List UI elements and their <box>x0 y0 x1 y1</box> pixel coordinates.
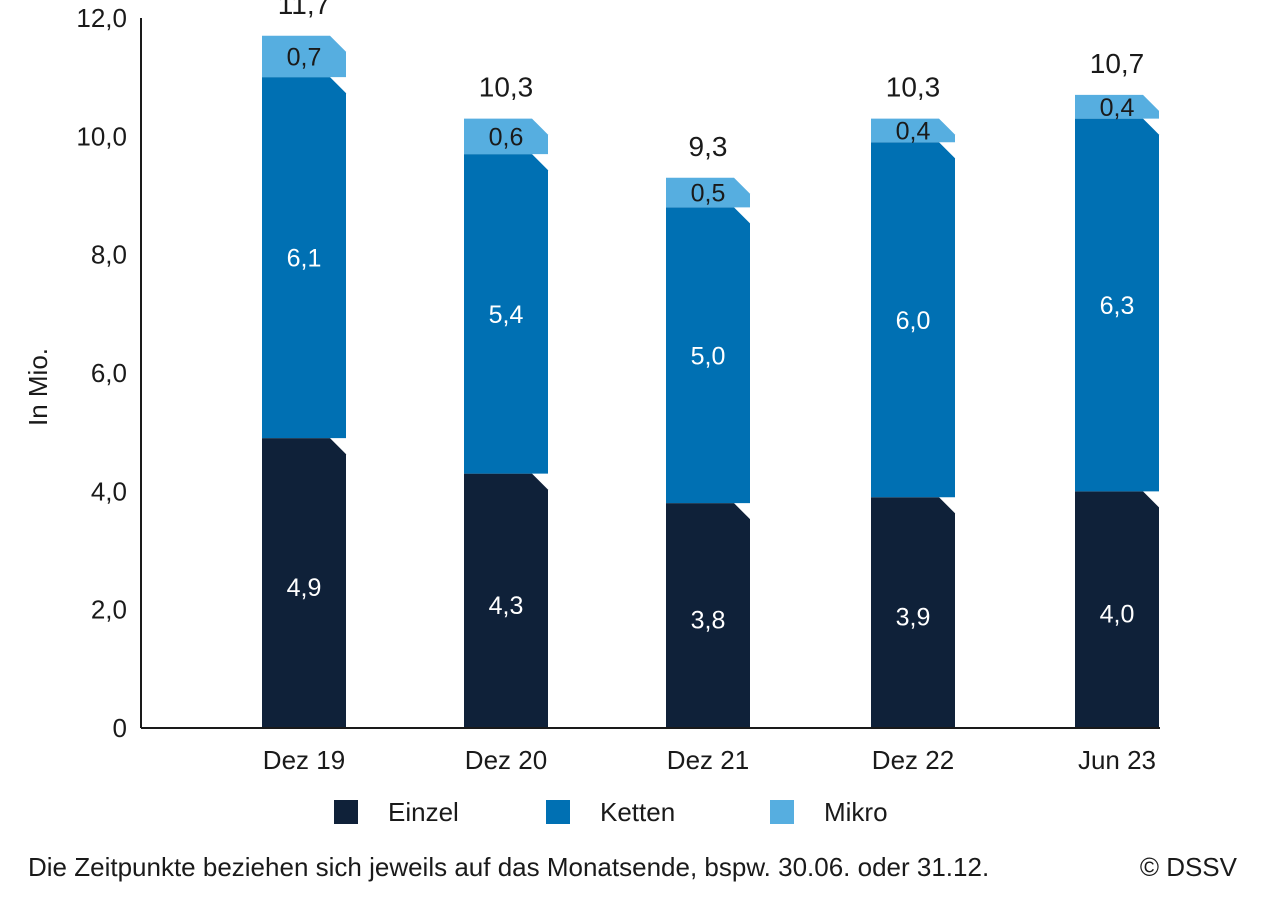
data-label: 6,3 <box>1100 292 1135 320</box>
legend-swatch-mikro <box>770 800 794 824</box>
total-label: 9,3 <box>689 131 728 162</box>
bar-stack: 4,9 6,1 0,7 11,7 <box>262 0 346 728</box>
bars: 4,96,10,711,74,35,40,610,33,85,00,59,33,… <box>262 0 1159 728</box>
bar-segment-einzel <box>464 473 548 728</box>
bar-stack: 4,3 5,4 0,6 10,3 <box>464 72 548 728</box>
total-label: 10,3 <box>479 72 534 103</box>
x-tick-label: Dez 21 <box>667 745 749 775</box>
bar-segment-ketten <box>871 142 955 498</box>
bar-segment-einzel <box>1075 491 1159 728</box>
data-label: 5,4 <box>489 301 524 329</box>
legend-item-mikro: Mikro <box>770 792 888 832</box>
data-label: 3,9 <box>896 604 931 632</box>
footnote: Die Zeitpunkte beziehen sich jeweils auf… <box>28 852 990 882</box>
legend-item-einzel: Einzel <box>334 792 459 832</box>
data-label: 0,5 <box>691 180 726 208</box>
bar-segment-mikro <box>262 35 346 78</box>
data-label: 4,9 <box>287 574 322 602</box>
x-tick-label: Jun 23 <box>1078 745 1156 775</box>
y-tick-label: 10,0 <box>76 121 127 151</box>
total-label: 10,3 <box>886 72 941 103</box>
legend: Einzel Ketten Mikro <box>0 792 1269 832</box>
data-label: 6,1 <box>287 245 322 273</box>
y-tick-label: 6,0 <box>91 358 127 388</box>
x-tick-label: Dez 20 <box>465 745 547 775</box>
bar-segment-ketten <box>1075 118 1159 492</box>
bar-stack: 3,9 6,0 0,4 10,3 <box>871 72 955 728</box>
legend-item-ketten: Ketten <box>546 792 675 832</box>
bar-segment-mikro <box>464 118 548 155</box>
bar-stack: 4,0 6,3 0,4 10,7 <box>1075 48 1159 728</box>
bar-segment-mikro <box>666 177 750 208</box>
bar-segment-ketten <box>464 154 548 474</box>
bar-segment-mikro <box>871 118 955 143</box>
data-label: 0,7 <box>287 43 322 71</box>
y-axis: 0 2,0 4,0 6,0 8,0 10,0 12,0 <box>76 3 142 743</box>
copyright: © DSSV <box>1139 852 1237 882</box>
y-tick-label: 2,0 <box>91 595 127 625</box>
data-label: 5,0 <box>691 342 726 370</box>
data-label: 3,8 <box>691 607 726 635</box>
data-label: 0,4 <box>1100 94 1135 122</box>
x-tick-label: Dez 19 <box>263 745 345 775</box>
y-tick-label: 0 <box>113 713 127 743</box>
y-tick-label: 12,0 <box>76 3 127 33</box>
x-axis: Dez 19 Dez 20 Dez 21 Dez 22 Jun 23 <box>141 727 1160 775</box>
data-label: 4,0 <box>1100 601 1135 629</box>
total-label: 10,7 <box>1090 48 1145 79</box>
bar-segment-ketten <box>666 207 750 504</box>
y-tick-label: 8,0 <box>91 240 127 270</box>
legend-label-ketten: Ketten <box>600 796 676 827</box>
stacked-bar-chart: 0 2,0 4,0 6,0 8,0 10,0 12,0 4,9 6,1 0,7 11,7 4,3 5,… <box>23 0 1160 775</box>
bar-segment-ketten <box>262 77 346 439</box>
bar-segment-mikro <box>1075 94 1159 119</box>
y-axis-title: In Mio. <box>23 348 53 426</box>
bar-stack: 3,8 5,0 0,5 9,3 <box>666 131 750 728</box>
data-label: 0,6 <box>489 123 524 151</box>
legend-swatch-einzel <box>334 800 358 824</box>
legend-swatch-ketten <box>546 800 570 824</box>
total-label: 11,7 <box>278 0 330 20</box>
data-label: 6,0 <box>896 307 931 335</box>
bar-segment-einzel <box>871 497 955 728</box>
data-label: 0,4 <box>896 117 931 145</box>
legend-label-mikro: Mikro <box>824 796 888 827</box>
y-tick-label: 4,0 <box>91 476 127 506</box>
legend-label-einzel: Einzel <box>388 796 459 827</box>
x-tick-label: Dez 22 <box>872 745 954 775</box>
bar-segment-einzel <box>262 438 346 728</box>
data-label: 4,3 <box>489 592 524 620</box>
bar-segment-einzel <box>666 503 750 728</box>
